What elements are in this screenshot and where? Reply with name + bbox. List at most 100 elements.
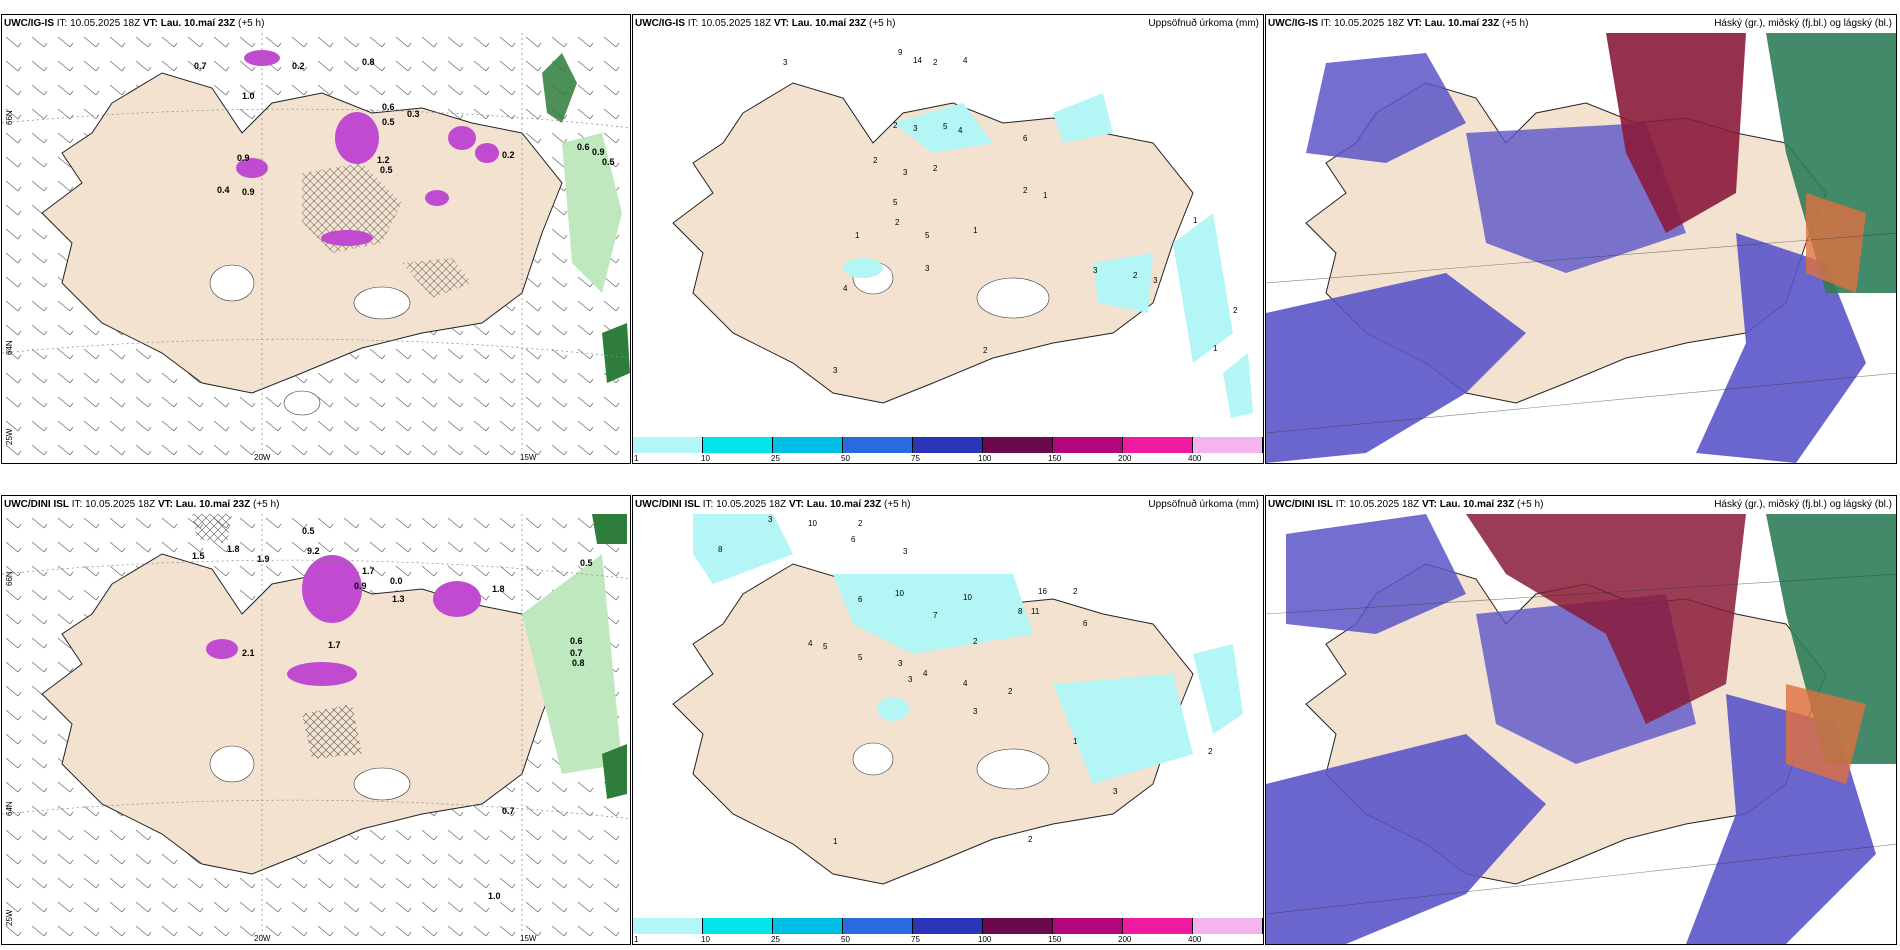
map-value: 4	[808, 639, 813, 648]
map-value: 3	[913, 124, 918, 133]
map-value: 0.2	[502, 150, 515, 160]
map-value: 0.8	[572, 658, 585, 668]
map-value: 1	[855, 231, 860, 240]
panel-header: UWC/IG-IS IT: 10.05.2025 18Z VT: Lau. 10…	[1268, 18, 1529, 29]
map-value: 1.0	[242, 91, 255, 101]
map-value: 2	[1133, 271, 1138, 280]
map-value: 0.9	[354, 581, 367, 591]
map-value: 1.3	[392, 594, 405, 604]
map-value: 5	[858, 653, 863, 662]
map-value: 16	[1038, 587, 1047, 596]
map-value: 2	[893, 121, 898, 130]
map-value: 2	[973, 637, 978, 646]
panel-header: UWC/IG-IS IT: 10.05.2025 18Z VT: Lau. 10…	[4, 18, 264, 29]
panel-title-right: Uppsöfnuð úrkoma (mm)	[1148, 499, 1259, 510]
map-value: 3	[833, 366, 838, 375]
map-value: 1	[1073, 737, 1078, 746]
map-value: 1.0	[488, 891, 501, 901]
map-value: 3	[973, 707, 978, 716]
map-value: 0.6	[577, 142, 590, 152]
lat-label: 64N	[5, 340, 14, 355]
accum-precip-map: 3 9 14 2 4 2 3 5 4 6 2 3 2 1 5 2 1 2 5 1…	[672, 48, 1253, 418]
colorbar-swatch	[633, 918, 703, 934]
colorbar-tick: 10	[701, 935, 710, 944]
map-value: 10	[963, 593, 972, 602]
valid-time: VT: Lau. 10.maí 23Z	[142, 18, 236, 29]
init-time: IT: 10.05.2025 18Z	[56, 18, 141, 29]
panel-header: UWC/DINI ISL IT: 10.05.2025 18Z VT: Lau.…	[1268, 499, 1544, 510]
map-value: 5	[925, 231, 930, 240]
map-value: 3	[783, 58, 788, 67]
colorbar-tick: 150	[1048, 454, 1062, 463]
map-value: 6	[858, 595, 863, 604]
map-value: 4	[958, 126, 963, 135]
map-value: 1.7	[362, 566, 375, 576]
map-value: 0.2	[292, 61, 305, 71]
map-value: 0.5	[580, 558, 593, 568]
map-value: 2	[933, 164, 938, 173]
panel-bottom-right: UWC/DINI ISL IT: 10.05.2025 18Z VT: Lau.…	[1265, 495, 1897, 945]
cloud-map	[1266, 514, 1896, 944]
lon-label: 20W	[254, 453, 271, 462]
map-value: 1.8	[227, 544, 240, 554]
lat-label: 66N	[5, 571, 14, 586]
map-value: 5	[893, 198, 898, 207]
model-name: UWC/IG-IS	[4, 18, 54, 29]
colorbar-swatch	[983, 437, 1053, 453]
iceland-land	[41, 72, 563, 394]
colorbar-tick: 400	[1188, 935, 1202, 944]
map-value: 0.7	[570, 648, 583, 658]
colorbar-tick: 75	[911, 454, 920, 463]
colorbar-swatch	[843, 437, 913, 453]
map-value: 0.5	[602, 157, 615, 167]
map-value: 10	[808, 519, 817, 528]
map-value: 0.6	[570, 636, 583, 646]
map-value: 3	[898, 659, 903, 668]
panel-title-right: Uppsöfnuð úrkoma (mm)	[1148, 18, 1259, 29]
map-value: 1.8	[492, 584, 505, 594]
map-value: 0.5	[380, 165, 393, 175]
colorbar-tick: 400	[1188, 454, 1202, 463]
panel-top-left: UWC/IG-IS IT: 10.05.2025 18Z VT: Lau. 10…	[1, 14, 631, 464]
colorbar-tick: 150	[1048, 935, 1062, 944]
colorbar-tick: 25	[771, 454, 780, 463]
panel-title-right: Háský (gr.), miðský (fj.bl.) og lágský (…	[1714, 499, 1892, 510]
map-value: 8	[1018, 607, 1023, 616]
map-value: 2	[1023, 186, 1028, 195]
lead-time: (+5 h)	[238, 18, 265, 29]
lat-label: 66N	[5, 110, 14, 125]
colorbar-swatch	[1053, 437, 1123, 453]
map-value: 2	[1028, 835, 1033, 844]
map-value: 3	[908, 675, 913, 684]
map-value: 1.9	[257, 554, 270, 564]
map-value: 1	[1043, 191, 1048, 200]
map-value: 4	[963, 679, 968, 688]
map-value: 3	[1153, 276, 1158, 285]
map-value: 0.5	[382, 117, 395, 127]
map-value: 0.6	[382, 102, 395, 112]
map-value: 2	[858, 519, 863, 528]
lat-label: 25W	[5, 428, 14, 445]
map-value: 0.9	[237, 153, 250, 163]
colorbar-swatch	[913, 437, 983, 453]
panel-header: UWC/IG-IS IT: 10.05.2025 18Z VT: Lau. 10…	[635, 18, 896, 29]
colorbar-swatch	[1193, 918, 1263, 934]
map-value: 9	[898, 48, 903, 57]
colorbar-tick: 75	[911, 935, 920, 944]
colorbar-swatch	[913, 918, 983, 934]
lon-label: 20W	[254, 934, 271, 943]
map-value: 0.8	[362, 57, 375, 67]
map-value: 1	[1213, 344, 1218, 353]
map-value: 1	[1193, 216, 1198, 225]
map-value: 4	[843, 284, 848, 293]
map-value: 3	[903, 547, 908, 556]
map-value: 8	[718, 545, 723, 554]
colorbar-swatch	[773, 918, 843, 934]
colorbar-swatch	[1123, 918, 1193, 934]
colorbar-swatch	[773, 437, 843, 453]
map-value: 3	[768, 515, 773, 524]
map-value: 0.9	[592, 147, 605, 157]
map-value: 2.1	[242, 648, 255, 658]
map-value: 0.4	[217, 185, 230, 195]
wind-precip-map: 0.7 0.2 0.8 0.5 1.0 0.6 0.3 0.9 0.5 1.2 …	[2, 33, 630, 463]
